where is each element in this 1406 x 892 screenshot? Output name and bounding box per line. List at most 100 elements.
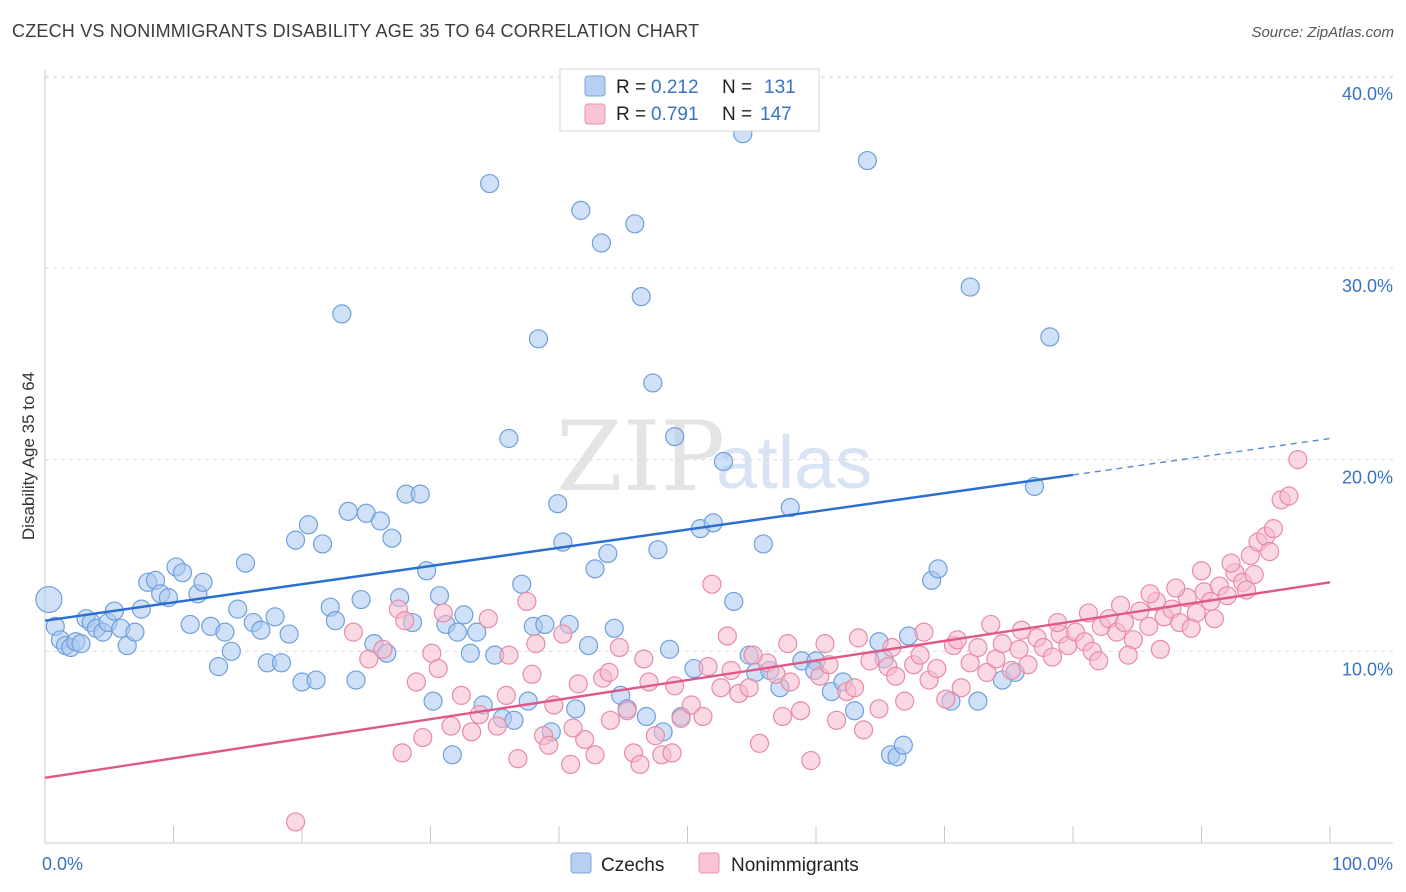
czechs-trend-line	[44, 473, 1074, 622]
czechs-point	[585, 559, 605, 579]
legend-czechs-label: Czechs	[601, 855, 664, 876]
czechs-point	[332, 304, 352, 324]
czechs-point	[312, 534, 333, 554]
czechs-point	[172, 563, 193, 583]
nonimmigrants-point	[496, 685, 516, 705]
czechs-point	[499, 428, 519, 449]
nonimmigrants-point	[563, 718, 583, 738]
nonimmigrants-point	[1140, 584, 1160, 604]
nonimmigrants-n-value: 147	[760, 104, 792, 125]
nonimmigrants-point	[1217, 586, 1237, 606]
nonimmigrants-point	[698, 657, 718, 677]
nonimmigrants-point	[853, 720, 874, 740]
nonimmigrants-point	[1244, 565, 1264, 585]
series-legend: Czechs Nonimmigrants	[570, 852, 859, 876]
nonimmigrants-point	[1110, 595, 1131, 615]
czechs-point	[659, 639, 680, 659]
nonimmigrants-point	[992, 634, 1012, 654]
nonimmigrants-point	[1191, 561, 1212, 581]
czechs-point	[604, 618, 624, 638]
czechs-point	[518, 691, 538, 711]
trend-lines	[44, 437, 1331, 780]
nonimmigrants-point	[1042, 647, 1063, 667]
czechs-point	[279, 624, 299, 644]
czechs-point	[346, 670, 366, 690]
nonimmigrants-point	[522, 664, 542, 684]
nonimmigrants-point	[927, 658, 947, 679]
y-tick-label: 40.0%	[1342, 84, 1393, 104]
czechs-point	[410, 484, 430, 504]
nonimmigrants-point	[711, 678, 731, 698]
czechs-point	[643, 373, 663, 393]
nonimmigrants-trend-line	[44, 581, 1331, 780]
nonimmigrants-point	[1118, 645, 1138, 665]
czechs-n-label: N =	[722, 77, 752, 98]
czechs-point	[780, 497, 800, 518]
nonimmigrants-point	[526, 634, 546, 654]
czechs-point	[665, 426, 685, 447]
chart-title: CZECH VS NONIMMIGRANTS DISABILITY AGE 35…	[12, 21, 700, 41]
czechs-point	[844, 701, 865, 721]
nonimmigrants-point	[395, 611, 415, 631]
nonimmigrants-point	[1018, 655, 1038, 675]
nonimmigrants-point	[665, 676, 685, 696]
czechs-point	[535, 614, 555, 635]
nonimmigrants-point	[1181, 618, 1201, 638]
y-tick-label: 20.0%	[1342, 468, 1393, 488]
nonimmigrants-point	[599, 662, 619, 682]
nonimmigrants-point	[1009, 639, 1029, 659]
nonimmigrants-point	[560, 754, 581, 775]
nonimmigrants-point	[645, 726, 665, 746]
nonimmigrants-point	[630, 754, 650, 775]
nonimmigrants-point	[721, 660, 741, 681]
nonimmigrants-point	[343, 622, 363, 642]
nonimmigrants-point	[1204, 609, 1224, 629]
czechs-point	[548, 494, 568, 514]
nonimmigrants-point	[1263, 519, 1284, 539]
czechs-point	[338, 501, 358, 521]
stats-legend: R = 0.212 N = 131 R = 0.791 N = 147	[559, 68, 820, 132]
czechs-point	[298, 515, 319, 535]
nonimmigrants-point	[392, 743, 412, 763]
nonimmigrants-point	[462, 722, 482, 742]
czechs-point	[893, 735, 913, 755]
nonimmigrants-point	[790, 701, 811, 721]
czechs-point	[571, 200, 591, 220]
nonimmigrants-point	[662, 743, 682, 763]
nonimmigrants-point	[1279, 486, 1299, 506]
nonimmigrants-r-value: 0.791	[651, 104, 699, 125]
czechs-point	[598, 543, 618, 564]
nonimmigrants-point	[910, 645, 930, 665]
nonimmigrants-point	[451, 685, 471, 705]
nonimmigrants-point	[739, 678, 759, 698]
czechs-point	[429, 586, 450, 606]
nonimmigrants-point	[609, 637, 629, 658]
czechs-point	[454, 605, 474, 625]
czechs-point	[857, 150, 878, 171]
y-tick-label: 10.0%	[1342, 659, 1393, 679]
czechs-point	[467, 622, 487, 642]
nonimmigrants-point	[600, 710, 621, 730]
nonimmigrants-point	[778, 634, 798, 654]
nonimmigrants-point	[441, 716, 461, 736]
czechs-point	[265, 607, 285, 627]
nonimmigrants-point	[634, 649, 654, 669]
czechs-point	[251, 620, 271, 640]
legend-nonimmigrants-label: Nonimmigrants	[731, 855, 859, 876]
nonimmigrants-point	[428, 658, 448, 679]
nonimmigrants-point	[413, 727, 433, 748]
czechs-point	[480, 173, 500, 194]
nonimmigrants-point	[749, 733, 770, 753]
czechs-point	[442, 745, 462, 765]
nonimmigrants-point	[478, 609, 498, 629]
czechs-point	[285, 530, 306, 550]
legend-nonimmigrants-swatch	[698, 852, 720, 874]
nonimmigrants-point	[869, 699, 889, 719]
nonimmigrants-point	[499, 645, 519, 665]
czechs-point	[235, 553, 256, 573]
nonimmigrants-point	[960, 653, 980, 673]
czechs-point	[928, 559, 948, 579]
x-axis-ticks	[173, 826, 1331, 843]
x-tick-label-max: 100.0%	[1332, 854, 1393, 874]
nonimmigrants-point	[914, 622, 934, 642]
